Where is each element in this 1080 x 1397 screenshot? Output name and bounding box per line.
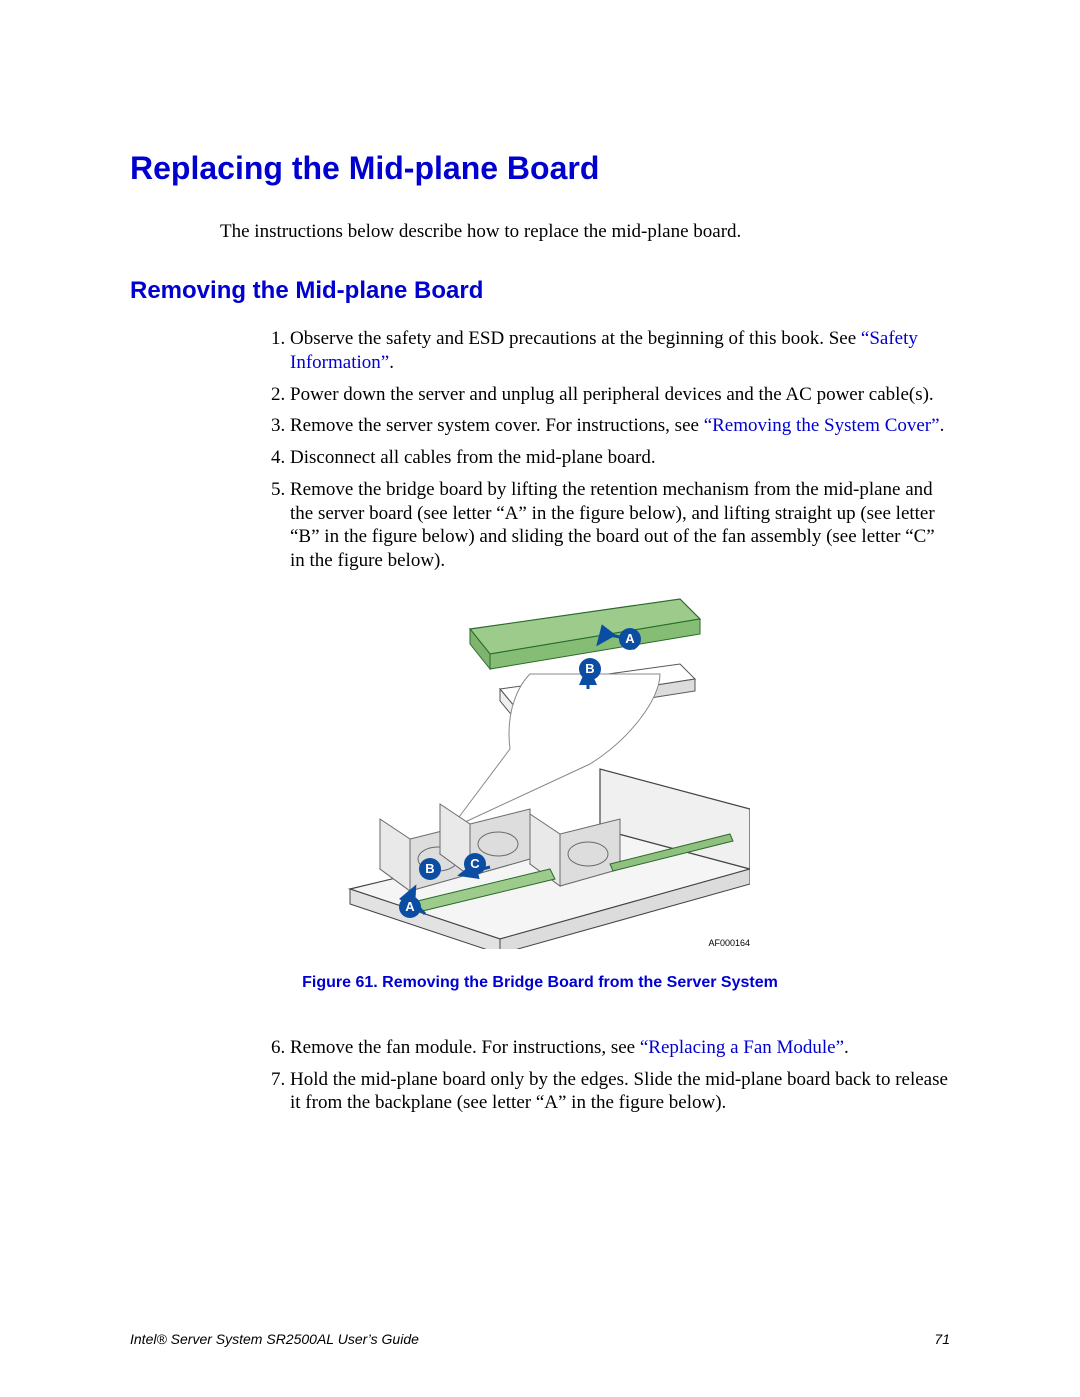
callout-label: A	[625, 631, 635, 646]
step-item: Hold the mid-plane board only by the edg…	[290, 1068, 950, 1116]
figure-illustration: A B B C A AF000164	[330, 589, 750, 954]
footer-page-number: 71	[934, 1331, 950, 1347]
callout-label: B	[585, 661, 594, 676]
step-text: Remove the bridge board by lifting the r…	[290, 479, 935, 571]
step-text-post: .	[844, 1037, 849, 1058]
steps-list-a: Observe the safety and ESD precautions a…	[270, 327, 950, 573]
steps-list-b: Remove the fan module. For instructions,…	[270, 1036, 950, 1115]
page-footer: Intel® Server System SR2500AL User’s Gui…	[130, 1331, 950, 1347]
step-item: Power down the server and unplug all per…	[290, 383, 950, 407]
figure-61: A B B C A AF000164 Figure 61. Removing t…	[130, 589, 950, 1020]
step-item: Remove the fan module. For instructions,…	[290, 1036, 950, 1060]
page-title: Replacing the Mid-plane Board	[130, 150, 950, 187]
callout-label: A	[405, 899, 415, 914]
step-text: Observe the safety and ESD precautions a…	[290, 328, 861, 349]
chassis	[350, 769, 750, 949]
step-item: Disconnect all cables from the mid-plane…	[290, 446, 950, 470]
step-item: Remove the server system cover. For inst…	[290, 414, 950, 438]
figure-caption: Figure 61. Removing the Bridge Board fro…	[302, 974, 778, 992]
step-item: Remove the bridge board by lifting the r…	[290, 478, 950, 573]
xref-link[interactable]: “Replacing a Fan Module”	[640, 1037, 844, 1058]
step-text: Power down the server and unplug all per…	[290, 384, 934, 405]
intro-paragraph: The instructions below describe how to r…	[220, 221, 950, 243]
step-text-post: .	[940, 415, 945, 436]
step-text: Hold the mid-plane board only by the edg…	[290, 1069, 948, 1114]
xref-link[interactable]: “Removing the System Cover”	[704, 415, 940, 436]
step-text: Remove the server system cover. For inst…	[290, 415, 704, 436]
step-text: Disconnect all cables from the mid-plane…	[290, 447, 656, 468]
step-text: Remove the fan module. For instructions,…	[290, 1037, 640, 1058]
footer-guide-title: Intel® Server System SR2500AL User’s Gui…	[130, 1331, 419, 1347]
figure-svg: A B B C A	[330, 589, 750, 949]
section-heading: Removing the Mid-plane Board	[130, 277, 950, 305]
callout-label: B	[425, 861, 434, 876]
step-item: Observe the safety and ESD precautions a…	[290, 327, 950, 375]
figure-af-number: AF000164	[708, 938, 750, 948]
step-text-post: .	[389, 352, 394, 373]
callout-label: C	[470, 856, 480, 871]
